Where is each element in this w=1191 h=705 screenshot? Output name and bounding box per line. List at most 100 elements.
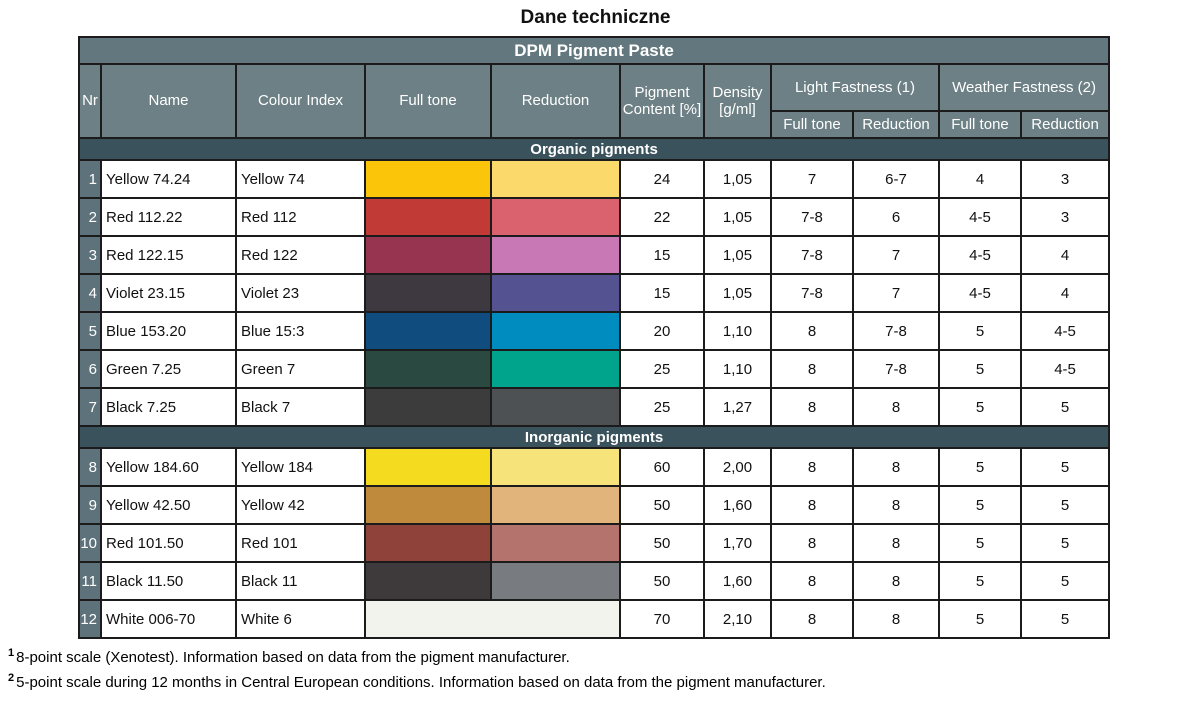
table-row: 11 Black 11.50 Black 11 50 1,60 8 8 5 5 (78, 561, 1111, 601)
weather-fastness-full-tone-cell: 4-5 (938, 235, 1022, 275)
col-header-light-fastness: Light Fastness (1) (770, 63, 940, 112)
col-header-colour-index: Colour Index (235, 63, 366, 139)
weather-fastness-reduction-cell: 4 (1019, 235, 1111, 275)
section-header: Inorganic pigments (77, 425, 1111, 449)
footnote-2-text: 5-point scale during 12 months in Centra… (16, 674, 826, 691)
pigment-name-cell: Black 11.50 (100, 561, 237, 601)
full-tone-swatch (364, 159, 492, 199)
pigment-table-wrap: DPM Pigment Paste Nr Name Colour Index F… (77, 36, 1111, 639)
light-fastness-reduction-cell: 6 (852, 197, 940, 237)
pigment-content-cell: 50 (619, 523, 705, 563)
row-number-cell: 12 (78, 599, 102, 639)
row-number-cell: 8 (78, 447, 102, 487)
row-number-cell: 9 (78, 485, 102, 525)
light-fastness-full-tone-cell: 8 (770, 523, 854, 563)
col-header-pigment-content: Pigment Content [%] (619, 63, 705, 139)
weather-fastness-reduction-cell: 5 (1019, 447, 1111, 487)
col-subheader-wf-reduction: Reduction (1019, 110, 1111, 139)
density-cell: 1,05 (703, 197, 772, 237)
col-subheader-lf-full-tone: Full tone (770, 110, 854, 139)
table-row: 6 Green 7.25 Green 7 25 1,10 8 7-8 5 4-5 (78, 349, 1111, 389)
light-fastness-full-tone-cell: 8 (770, 599, 854, 639)
weather-fastness-reduction-cell: 4 (1019, 273, 1111, 313)
col-header-reduction: Reduction (490, 63, 621, 139)
row-number-cell: 7 (78, 387, 102, 427)
weather-fastness-full-tone-cell: 5 (938, 599, 1022, 639)
weather-fastness-reduction-cell: 5 (1019, 523, 1111, 563)
weather-fastness-full-tone-cell: 5 (938, 311, 1022, 351)
weather-fastness-full-tone-cell: 5 (938, 485, 1022, 525)
full-tone-swatch (364, 311, 492, 351)
density-cell: 1,60 (703, 485, 772, 525)
full-tone-swatch (364, 273, 492, 313)
weather-fastness-full-tone-cell: 4 (938, 159, 1022, 199)
light-fastness-full-tone-cell: 8 (770, 447, 854, 487)
pigment-content-cell: 24 (619, 159, 705, 199)
pigment-name-cell: White 006-70 (100, 599, 237, 639)
section-header: Organic pigments (77, 137, 1111, 161)
pigment-content-cell: 20 (619, 311, 705, 351)
light-fastness-full-tone-cell: 8 (770, 485, 854, 525)
colour-index-cell: Red 112 (235, 197, 366, 237)
weather-fastness-full-tone-cell: 5 (938, 387, 1022, 427)
weather-fastness-full-tone-cell: 5 (938, 447, 1022, 487)
full-tone-swatch (364, 387, 492, 427)
row-number-cell: 6 (78, 349, 102, 389)
density-cell: 1,05 (703, 159, 772, 199)
col-header-name: Name (100, 63, 237, 139)
light-fastness-reduction-cell: 7-8 (852, 349, 940, 389)
reduction-swatch (490, 523, 621, 563)
full-tone-swatch (364, 235, 492, 275)
full-tone-swatch (364, 599, 621, 639)
pigment-table: DPM Pigment Paste Nr Name Colour Index F… (77, 36, 1111, 639)
pigment-content-cell: 50 (619, 561, 705, 601)
col-header-full-tone: Full tone (364, 63, 492, 139)
colour-index-cell: Red 122 (235, 235, 366, 275)
table-row: 1 Yellow 74.24 Yellow 74 24 1,05 7 6-7 4 3 (78, 159, 1111, 199)
colour-index-cell: Yellow 42 (235, 485, 366, 525)
footnote-1: 1 8-point scale (Xenotest). Information b… (8, 643, 1191, 668)
light-fastness-reduction-cell: 8 (852, 387, 940, 427)
pigment-name-cell: Yellow 42.50 (100, 485, 237, 525)
light-fastness-reduction-cell: 8 (852, 599, 940, 639)
weather-fastness-reduction-cell: 3 (1019, 159, 1111, 199)
light-fastness-full-tone-cell: 7-8 (770, 197, 854, 237)
col-header-density: Density [g/ml] (703, 63, 772, 139)
full-tone-swatch (364, 523, 492, 563)
pigment-content-cell: 15 (619, 273, 705, 313)
light-fastness-reduction-cell: 8 (852, 447, 940, 487)
pigment-name-cell: Blue 153.20 (100, 311, 237, 351)
colour-index-cell: Blue 15:3 (235, 311, 366, 351)
full-tone-swatch (364, 197, 492, 237)
density-cell: 1,10 (703, 311, 772, 351)
pigment-content-cell: 15 (619, 235, 705, 275)
table-row: 9 Yellow 42.50 Yellow 42 50 1,60 8 8 5 5 (78, 485, 1111, 525)
density-cell: 1,10 (703, 349, 772, 389)
col-subheader-lf-reduction: Reduction (852, 110, 940, 139)
col-header-nr: Nr (78, 63, 102, 139)
weather-fastness-full-tone-cell: 4-5 (938, 273, 1022, 313)
reduction-swatch (490, 387, 621, 427)
light-fastness-full-tone-cell: 7-8 (770, 273, 854, 313)
pigment-name-cell: Red 101.50 (100, 523, 237, 563)
light-fastness-reduction-cell: 8 (852, 523, 940, 563)
weather-fastness-reduction-cell: 5 (1019, 599, 1111, 639)
light-fastness-reduction-cell: 7 (852, 273, 940, 313)
pigment-content-cell: 50 (619, 485, 705, 525)
footnote-1-text: 8-point scale (Xenotest). Information ba… (16, 649, 570, 666)
pigment-content-cell: 70 (619, 599, 705, 639)
weather-fastness-full-tone-cell: 5 (938, 561, 1022, 601)
light-fastness-full-tone-cell: 8 (770, 561, 854, 601)
row-number-cell: 5 (78, 311, 102, 351)
light-fastness-reduction-cell: 6-7 (852, 159, 940, 199)
light-fastness-full-tone-cell: 8 (770, 349, 854, 389)
pigment-name-cell: Red 112.22 (100, 197, 237, 237)
table-row: 4 Violet 23.15 Violet 23 15 1,05 7-8 7 4-5 4 (78, 273, 1111, 313)
light-fastness-reduction-cell: 7 (852, 235, 940, 275)
reduction-swatch (490, 197, 621, 237)
table-body: Organic pigments 1 Yellow 74.24 Yellow 74 24… (77, 137, 1111, 639)
row-number-cell: 3 (78, 235, 102, 275)
colour-index-cell: Yellow 184 (235, 447, 366, 487)
colour-index-cell: Violet 23 (235, 273, 366, 313)
pigment-content-cell: 60 (619, 447, 705, 487)
